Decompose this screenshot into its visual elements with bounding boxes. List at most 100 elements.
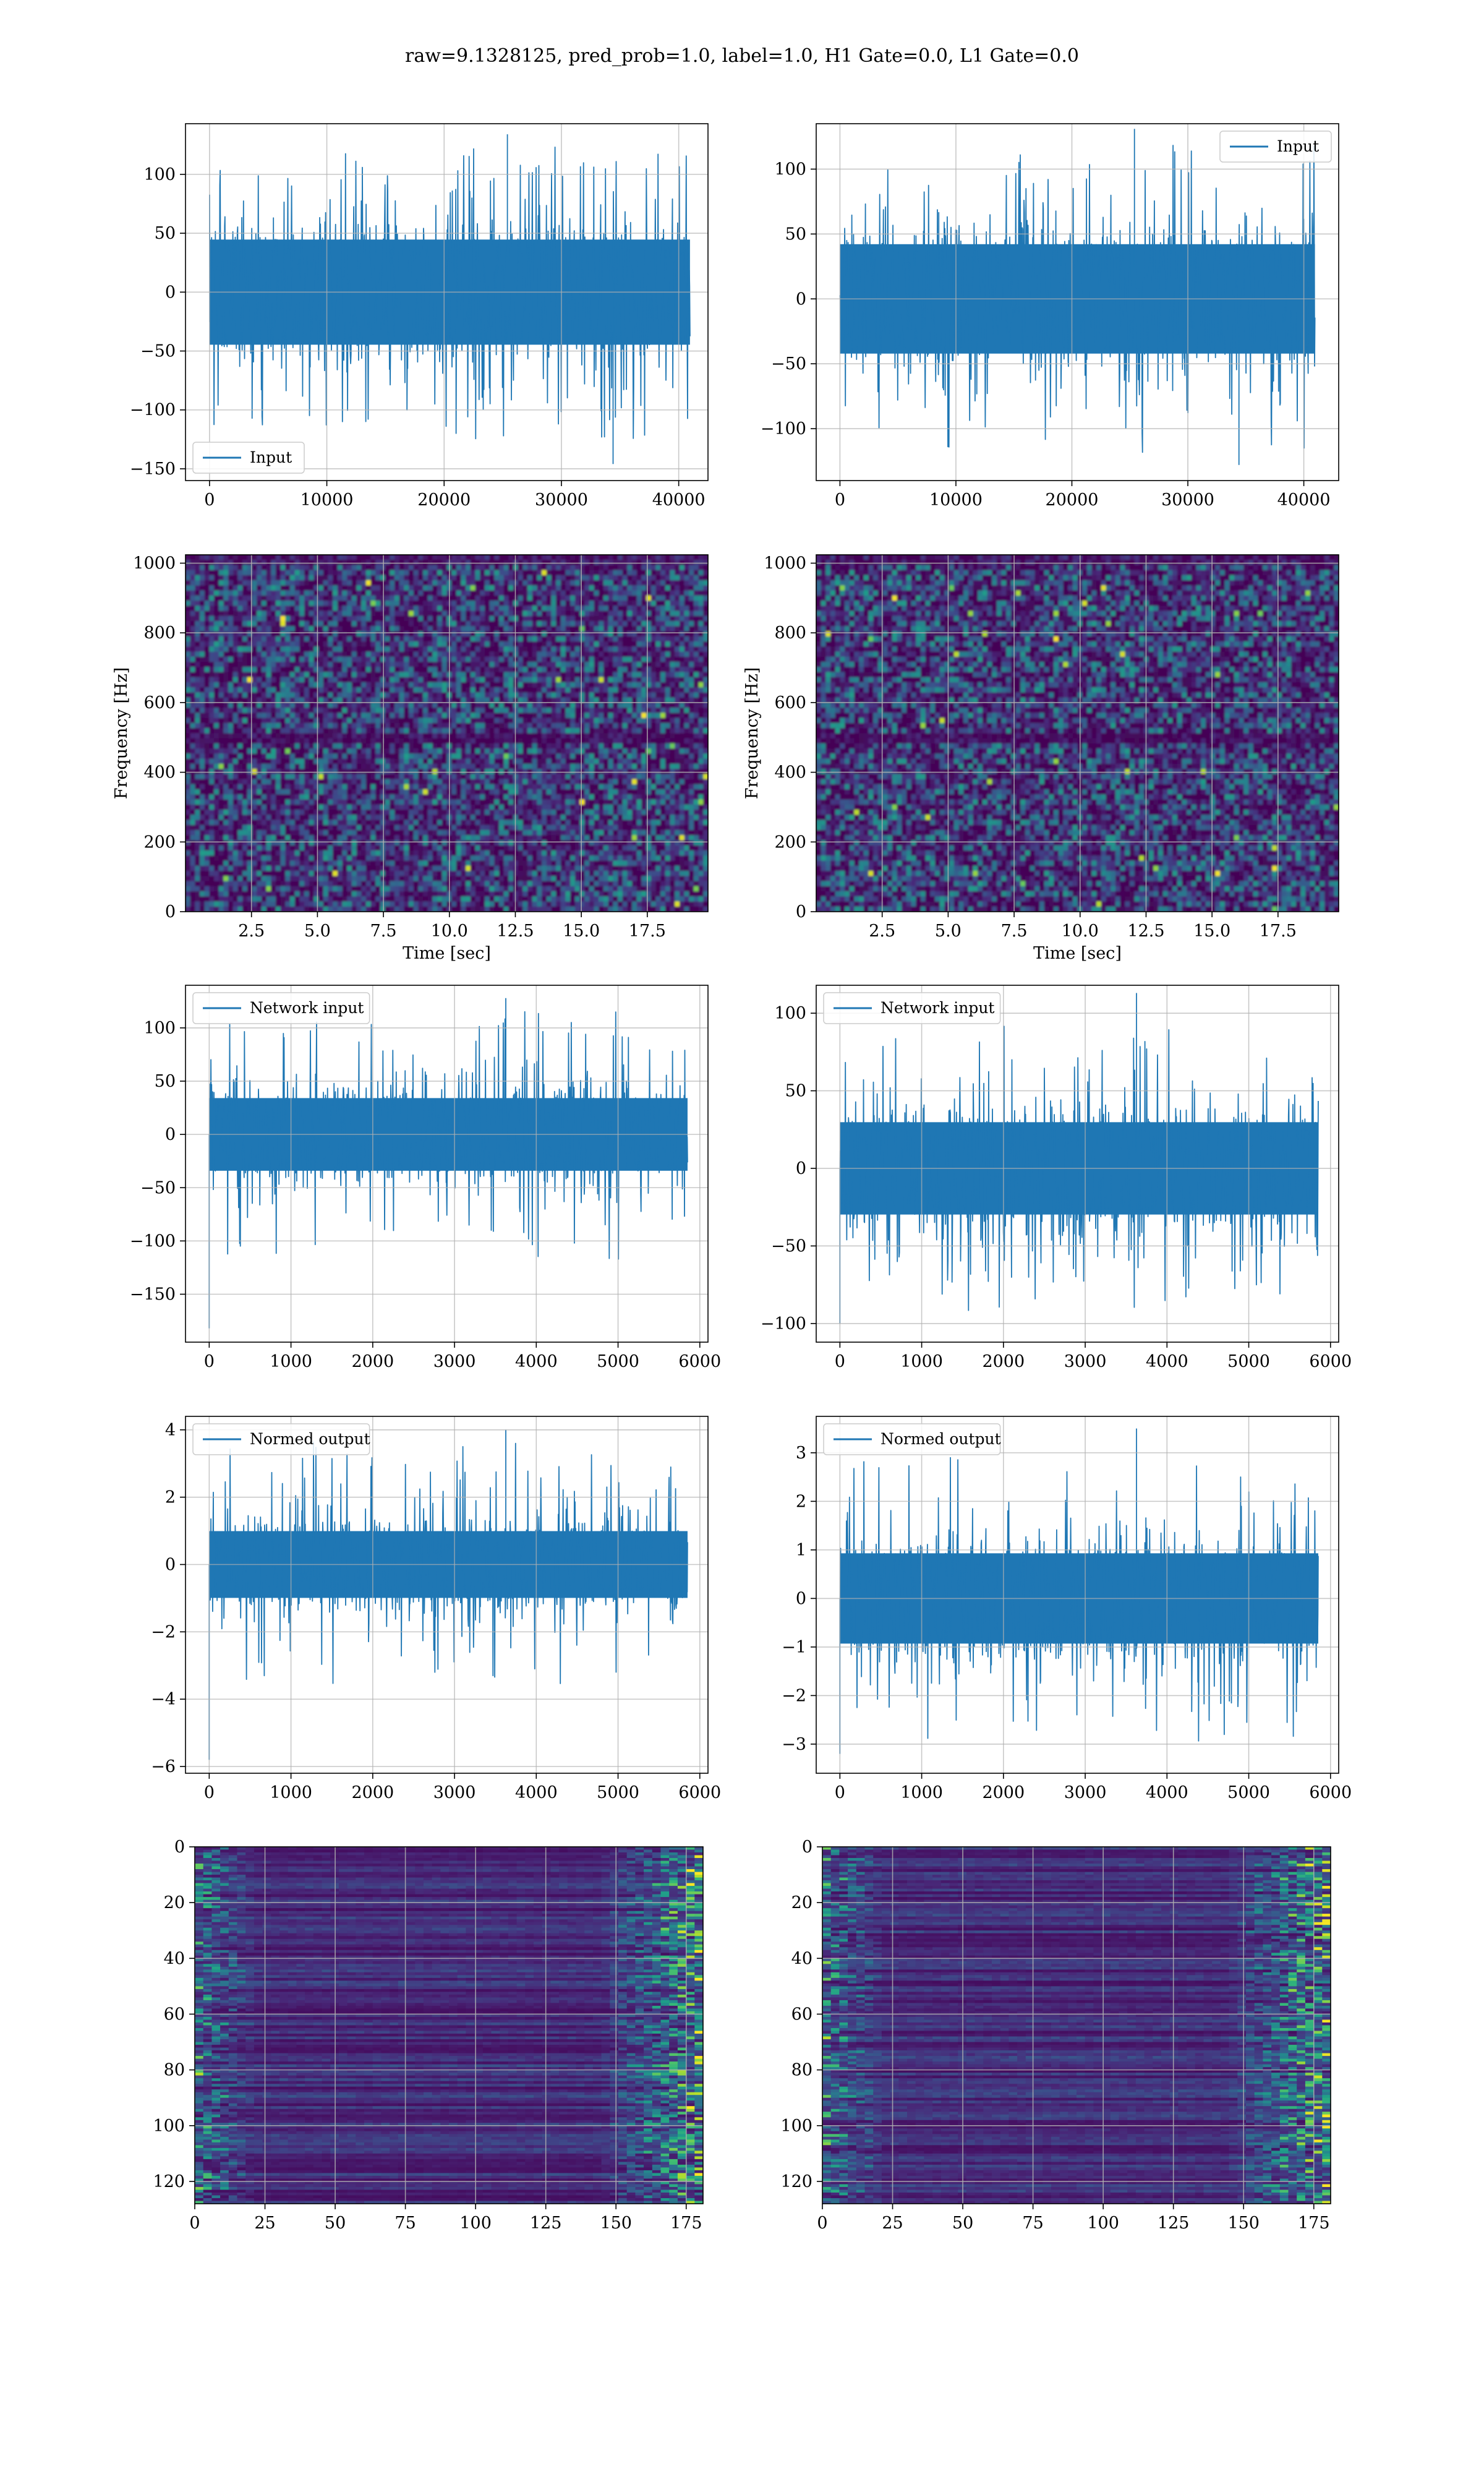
heatmap-cell bbox=[304, 774, 310, 780]
heatmap-cell bbox=[470, 713, 476, 719]
heatmap-cell bbox=[409, 687, 414, 693]
heatmap-cell bbox=[456, 615, 462, 622]
heatmap-cell bbox=[370, 610, 376, 617]
heatmap-cell bbox=[499, 656, 505, 662]
heatmap-cell bbox=[318, 636, 324, 642]
heatmap-cell bbox=[503, 708, 509, 714]
heatmap-cell bbox=[537, 601, 542, 607]
heatmap-cell bbox=[608, 667, 613, 673]
heatmap-cell bbox=[451, 692, 457, 698]
heatmap-cell bbox=[560, 697, 566, 703]
heatmap-cell bbox=[508, 610, 514, 617]
heatmap-cell bbox=[285, 723, 291, 729]
heatmap-cell bbox=[542, 601, 547, 607]
heatmap-cell bbox=[693, 667, 699, 673]
heatmap-cell bbox=[636, 631, 642, 637]
heatmap-cell bbox=[484, 677, 490, 683]
heatmap-cell bbox=[328, 606, 333, 612]
heatmap-cell bbox=[304, 723, 310, 729]
heatmap-cell bbox=[437, 580, 443, 586]
heatmap-cell bbox=[290, 580, 296, 586]
heatmap-cell bbox=[451, 672, 457, 678]
heatmap-cell bbox=[565, 555, 571, 560]
heatmap-cell bbox=[385, 621, 390, 627]
heatmap-cell bbox=[409, 590, 414, 596]
heatmap-cell bbox=[294, 580, 300, 586]
heatmap-cell bbox=[532, 575, 538, 581]
heatmap-cell bbox=[214, 590, 220, 596]
heatmap-cell bbox=[361, 626, 367, 632]
heatmap-cell bbox=[494, 758, 500, 764]
heatmap-cell bbox=[584, 769, 590, 775]
heatmap-cell bbox=[223, 758, 229, 764]
heatmap-cell bbox=[456, 748, 462, 755]
heatmap-cell bbox=[461, 763, 466, 769]
heatmap-cell bbox=[689, 651, 694, 657]
heatmap-cell bbox=[508, 697, 514, 703]
heatmap-cell bbox=[579, 708, 585, 714]
heatmap-cell bbox=[589, 708, 595, 714]
heatmap-cell bbox=[655, 626, 661, 632]
heatmap-cell bbox=[470, 570, 476, 576]
heatmap-cell bbox=[650, 667, 657, 673]
heatmap-cell bbox=[356, 672, 362, 678]
heatmap-cell bbox=[356, 560, 362, 566]
heatmap-cell bbox=[218, 733, 224, 739]
heatmap-cell bbox=[214, 687, 220, 693]
heatmap-cell bbox=[313, 672, 319, 678]
heatmap-cell bbox=[337, 687, 343, 693]
heatmap-cell bbox=[195, 753, 200, 760]
heatmap-cell bbox=[333, 565, 338, 571]
heatmap-cell bbox=[646, 662, 652, 667]
heatmap-cell bbox=[294, 743, 300, 749]
heatmap-cell bbox=[247, 708, 253, 714]
heatmap-cell bbox=[675, 656, 680, 662]
heatmap-cell bbox=[418, 595, 424, 601]
heatmap-cell bbox=[232, 595, 239, 601]
heatmap-cell bbox=[451, 748, 457, 755]
heatmap-cell bbox=[603, 615, 609, 622]
heatmap-cell bbox=[461, 738, 466, 744]
heatmap-cell bbox=[323, 656, 329, 662]
heatmap-cell bbox=[290, 769, 296, 775]
heatmap-cell bbox=[365, 687, 372, 693]
heatmap-cell bbox=[318, 610, 324, 617]
heatmap-cell bbox=[461, 631, 466, 637]
heatmap-cell bbox=[698, 560, 704, 566]
heatmap-cell bbox=[641, 606, 647, 612]
heatmap-cell bbox=[679, 641, 685, 647]
heatmap-cell bbox=[266, 743, 271, 749]
heatmap-cell bbox=[522, 774, 528, 780]
heatmap-cell bbox=[494, 651, 500, 657]
heatmap-cell bbox=[608, 555, 613, 560]
heatmap-cell bbox=[190, 677, 195, 683]
heatmap-cell bbox=[356, 601, 362, 607]
heatmap-cell bbox=[484, 779, 490, 785]
heatmap-cell bbox=[489, 779, 495, 785]
heatmap-cell bbox=[679, 697, 685, 703]
heatmap-cell bbox=[470, 758, 476, 764]
heatmap-cell bbox=[665, 703, 671, 708]
heatmap-cell bbox=[351, 697, 357, 703]
heatmap-cell bbox=[698, 728, 704, 734]
heatmap-cell bbox=[650, 646, 657, 653]
heatmap-cell bbox=[437, 631, 443, 637]
heatmap-cell bbox=[309, 733, 315, 739]
heatmap-cell bbox=[589, 758, 595, 764]
heatmap-cell bbox=[423, 743, 429, 749]
heatmap-cell bbox=[333, 769, 338, 775]
heatmap-cell bbox=[675, 728, 680, 734]
heatmap-cell bbox=[636, 580, 642, 586]
heatmap-cell bbox=[323, 677, 329, 683]
heatmap-cell bbox=[684, 697, 689, 703]
heatmap-cell bbox=[385, 758, 390, 764]
heatmap-cell bbox=[665, 713, 671, 719]
heatmap-cell bbox=[570, 565, 576, 571]
heatmap-cell bbox=[290, 595, 296, 601]
heatmap-cell bbox=[579, 687, 585, 693]
heatmap-cell bbox=[257, 692, 262, 698]
heatmap-cell bbox=[599, 667, 604, 673]
heatmap-cell bbox=[599, 610, 604, 617]
heatmap-cell bbox=[432, 662, 438, 667]
heatmap-cell bbox=[337, 585, 343, 591]
